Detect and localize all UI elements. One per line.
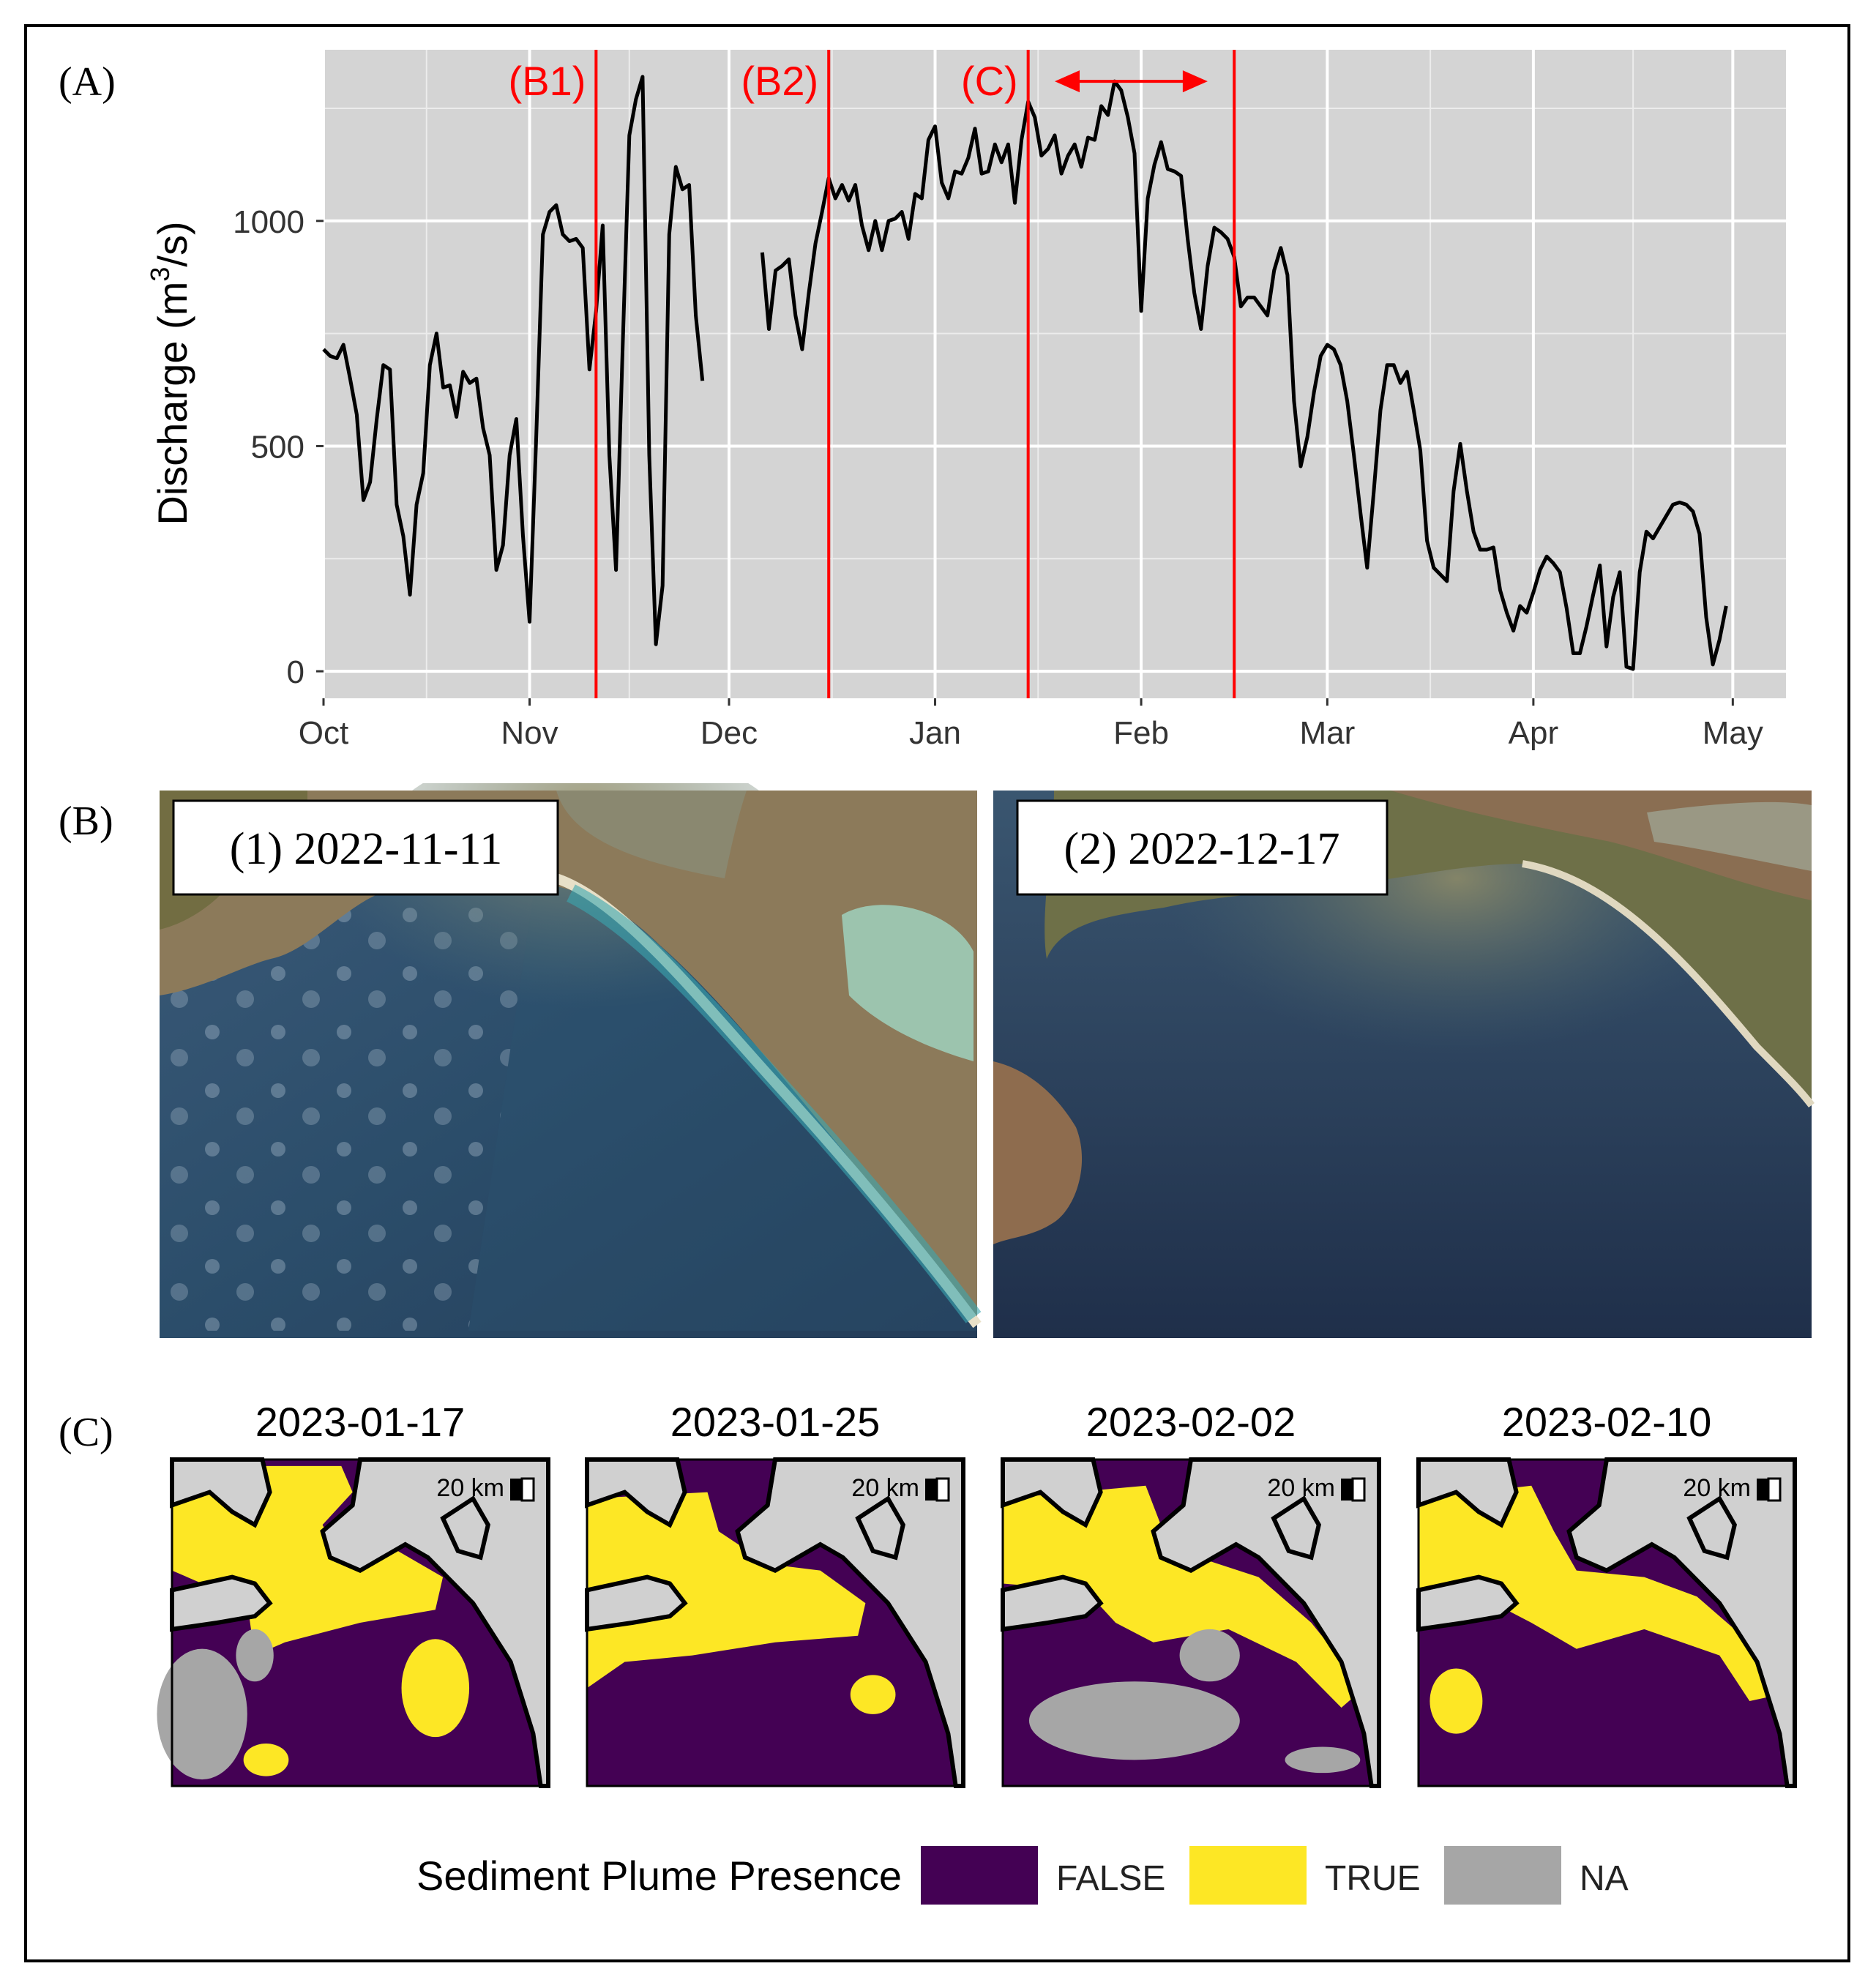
y-axis-ticks: 0 500 1000 xyxy=(233,204,324,690)
plot-background xyxy=(324,50,1786,698)
legend-label-na: NA xyxy=(1580,1859,1629,1898)
land-estuary-island xyxy=(855,1495,905,1561)
map-border xyxy=(1417,1458,1796,1787)
scale-bar-label: 20 km xyxy=(1267,1474,1335,1502)
panel-label-c: (C) xyxy=(59,1410,113,1455)
x-axis-ticks: Oct Nov Dec Jan Feb Mar Apr May xyxy=(299,698,1763,751)
plume-true-patch xyxy=(243,1744,289,1776)
panel-label-a: (A) xyxy=(59,59,116,105)
scale-bar-dark xyxy=(510,1479,522,1501)
map-border xyxy=(586,1458,965,1787)
plume-true-area xyxy=(1003,1485,1364,1708)
scale-bar-dark xyxy=(925,1479,937,1501)
legend-label-false: FALSE xyxy=(1056,1859,1165,1898)
land-peninsula xyxy=(1001,1574,1104,1632)
plume-true-area xyxy=(1419,1485,1780,1701)
event-lines xyxy=(594,50,1236,698)
plume-na-patch xyxy=(157,1648,247,1780)
x-tick-label: Apr xyxy=(1509,715,1558,751)
photo-2-label-box: (2) 2022-12-17 xyxy=(1016,799,1389,896)
y-axis-label: Discharge (m3/s) xyxy=(145,221,195,525)
x-tick-label: Oct xyxy=(299,715,348,751)
period-arrow xyxy=(1055,70,1208,93)
scale-bar-light xyxy=(520,1477,535,1502)
scale-bar-label: 20 km xyxy=(851,1474,919,1502)
plume-na-patch xyxy=(1028,1681,1240,1760)
photo-1 xyxy=(160,783,982,1338)
satellite-photos: (1) 2022-11-11 (2) 2022-12-17 xyxy=(160,783,1815,1338)
photo-1-label-box: (1) 2022-11-11 xyxy=(172,799,559,896)
legend-swatch-na xyxy=(1444,1846,1561,1905)
arrow-head-right xyxy=(1182,70,1208,93)
scale-bar-dark xyxy=(1757,1479,1768,1501)
legend-title: Sediment Plume Presence xyxy=(416,1853,902,1899)
photo-2-label: (2) 2022-12-17 xyxy=(1064,824,1339,874)
land-estuary-island xyxy=(440,1495,490,1561)
legend-label-true: TRUE xyxy=(1325,1859,1421,1898)
figure-frame xyxy=(24,24,1850,1962)
x-tick-label: May xyxy=(1703,715,1763,751)
x-tick-label: Dec xyxy=(700,715,758,751)
map-border xyxy=(1001,1458,1380,1787)
plume-map-4: 2023-02-10 20 km xyxy=(1416,1399,1797,1788)
y-tick-label: 1000 xyxy=(233,204,304,240)
event-annotation: (C) xyxy=(961,58,1018,104)
scale-bar-light xyxy=(935,1477,950,1502)
land-peninsula xyxy=(585,1574,688,1632)
map-date-label: 2023-01-17 xyxy=(255,1399,465,1445)
y-tick-label: 500 xyxy=(251,429,304,465)
discharge-line-segment xyxy=(760,79,1728,671)
x-tick-label: Jan xyxy=(909,715,961,751)
plume-map-3: 2023-02-02 20 km xyxy=(1001,1399,1381,1788)
event-annotation: (B2) xyxy=(741,58,818,104)
plume-true-patch xyxy=(401,1639,470,1738)
map-border xyxy=(171,1458,550,1787)
x-tick-label: Feb xyxy=(1113,715,1169,751)
plume-na-patch xyxy=(236,1629,274,1682)
scale-bar-dark xyxy=(1341,1479,1353,1501)
land-estuary-island xyxy=(1271,1495,1321,1561)
panel-label-b: (B) xyxy=(59,799,113,844)
discharge-line-segment xyxy=(322,75,705,646)
plume-true-patch xyxy=(850,1675,896,1714)
plume-na-patch xyxy=(1285,1746,1361,1774)
plume-true-area xyxy=(587,1492,866,1689)
discharge-series xyxy=(322,75,1728,671)
legend-swatch-false xyxy=(921,1846,1038,1905)
y-label-tail: /s) xyxy=(149,221,195,266)
scale-bar-label: 20 km xyxy=(1683,1474,1751,1502)
plume-true-patch xyxy=(1430,1668,1483,1734)
map-date-label: 2023-02-10 xyxy=(1502,1399,1711,1445)
plume-map-2: 2023-01-25 20 km xyxy=(585,1399,965,1788)
event-annotation: (B1) xyxy=(509,58,586,104)
x-tick-label: Nov xyxy=(501,715,558,751)
scale-bar-light xyxy=(1767,1477,1782,1502)
y-label-sup: 3 xyxy=(145,267,175,282)
plume-map-1: 2023-01-17 20 km xyxy=(157,1399,550,1788)
map-date-label: 2023-01-25 xyxy=(670,1399,880,1445)
scale-bar-light xyxy=(1351,1477,1366,1502)
map-date-label: 2023-02-02 xyxy=(1086,1399,1296,1445)
land-peninsula xyxy=(1416,1574,1520,1632)
land-estuary-island xyxy=(1686,1495,1737,1561)
grid-major xyxy=(322,50,1786,698)
y-tick-label: 0 xyxy=(287,654,304,690)
x-tick-label: Mar xyxy=(1299,715,1355,751)
scale-bar-label: 20 km xyxy=(436,1474,504,1502)
photo-1-label: (1) 2022-11-11 xyxy=(230,824,502,874)
legend: Sediment Plume Presence FALSE TRUE NA xyxy=(416,1846,1629,1905)
plume-na-patch xyxy=(1179,1629,1240,1682)
land-peninsula xyxy=(170,1574,273,1632)
arrow-head-left xyxy=(1055,70,1080,93)
event-annotations: (B1) (B2) (C) xyxy=(509,58,1018,104)
legend-swatch-true xyxy=(1189,1846,1307,1905)
y-label-main: Discharge (m xyxy=(149,282,195,526)
